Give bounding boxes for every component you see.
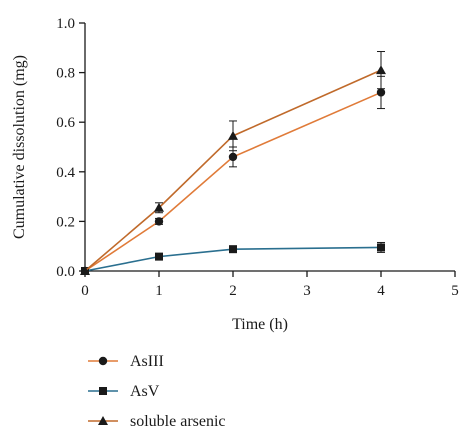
series-line-asiii [84, 91, 382, 272]
series-line-asv [84, 246, 382, 272]
y-tick-label: 1.0 [56, 16, 75, 32]
legend-label: AsV [130, 383, 160, 400]
series-line-soluble-arsenic [84, 69, 382, 272]
data-point-soluble-arsenic [376, 65, 386, 75]
x-tick-label: 2 [229, 283, 237, 299]
x-tick-label: 4 [377, 283, 385, 299]
legend-marker [99, 387, 107, 395]
legend: AsIII AsV soluble arsenic [88, 353, 226, 430]
legend-label: AsIII [130, 353, 164, 370]
legend-marker [98, 356, 108, 366]
data-point-asv [155, 252, 163, 261]
data-point-asiii [376, 88, 386, 97]
series-layer [80, 51, 386, 276]
y-axis-title: Cumulative dissolution (mg) [11, 55, 28, 239]
series-soluble-arsenic [80, 51, 386, 275]
data-point-asv [377, 243, 385, 252]
data-point-soluble-arsenic [154, 202, 164, 212]
x-tick-label: 1 [155, 283, 163, 299]
legend-label: soluble arsenic [130, 413, 226, 430]
x-tick-label: 3 [303, 283, 311, 299]
legend-item-asv: AsV [88, 383, 160, 400]
y-tick-label: 0.0 [56, 264, 75, 280]
data-point-asiii [228, 152, 238, 162]
y-tick-label: 0.8 [56, 66, 75, 82]
data-point-asv [229, 245, 237, 254]
legend-item-asiii: AsIII [88, 353, 164, 370]
data-point-asiii [154, 217, 164, 226]
x-tick-label: 0 [81, 283, 89, 299]
legend-item-soluble-arsenic: soluble arsenic [88, 413, 226, 430]
series-asv [81, 241, 385, 275]
y-tick-label: 0.4 [56, 165, 75, 181]
y-tick-label: 0.2 [56, 214, 75, 230]
axes: 0 1 2 3 4 5 0.0 0.2 0.4 0.6 0.8 1.0 Time (h) Cumulati… [11, 16, 459, 333]
x-tick-label: 5 [451, 283, 459, 299]
x-axis-title: Time (h) [232, 316, 288, 333]
data-point-soluble-arsenic [80, 266, 90, 275]
y-tick-label: 0.6 [56, 115, 75, 131]
legend-marker [98, 416, 108, 425]
data-point-soluble-arsenic [228, 130, 238, 140]
